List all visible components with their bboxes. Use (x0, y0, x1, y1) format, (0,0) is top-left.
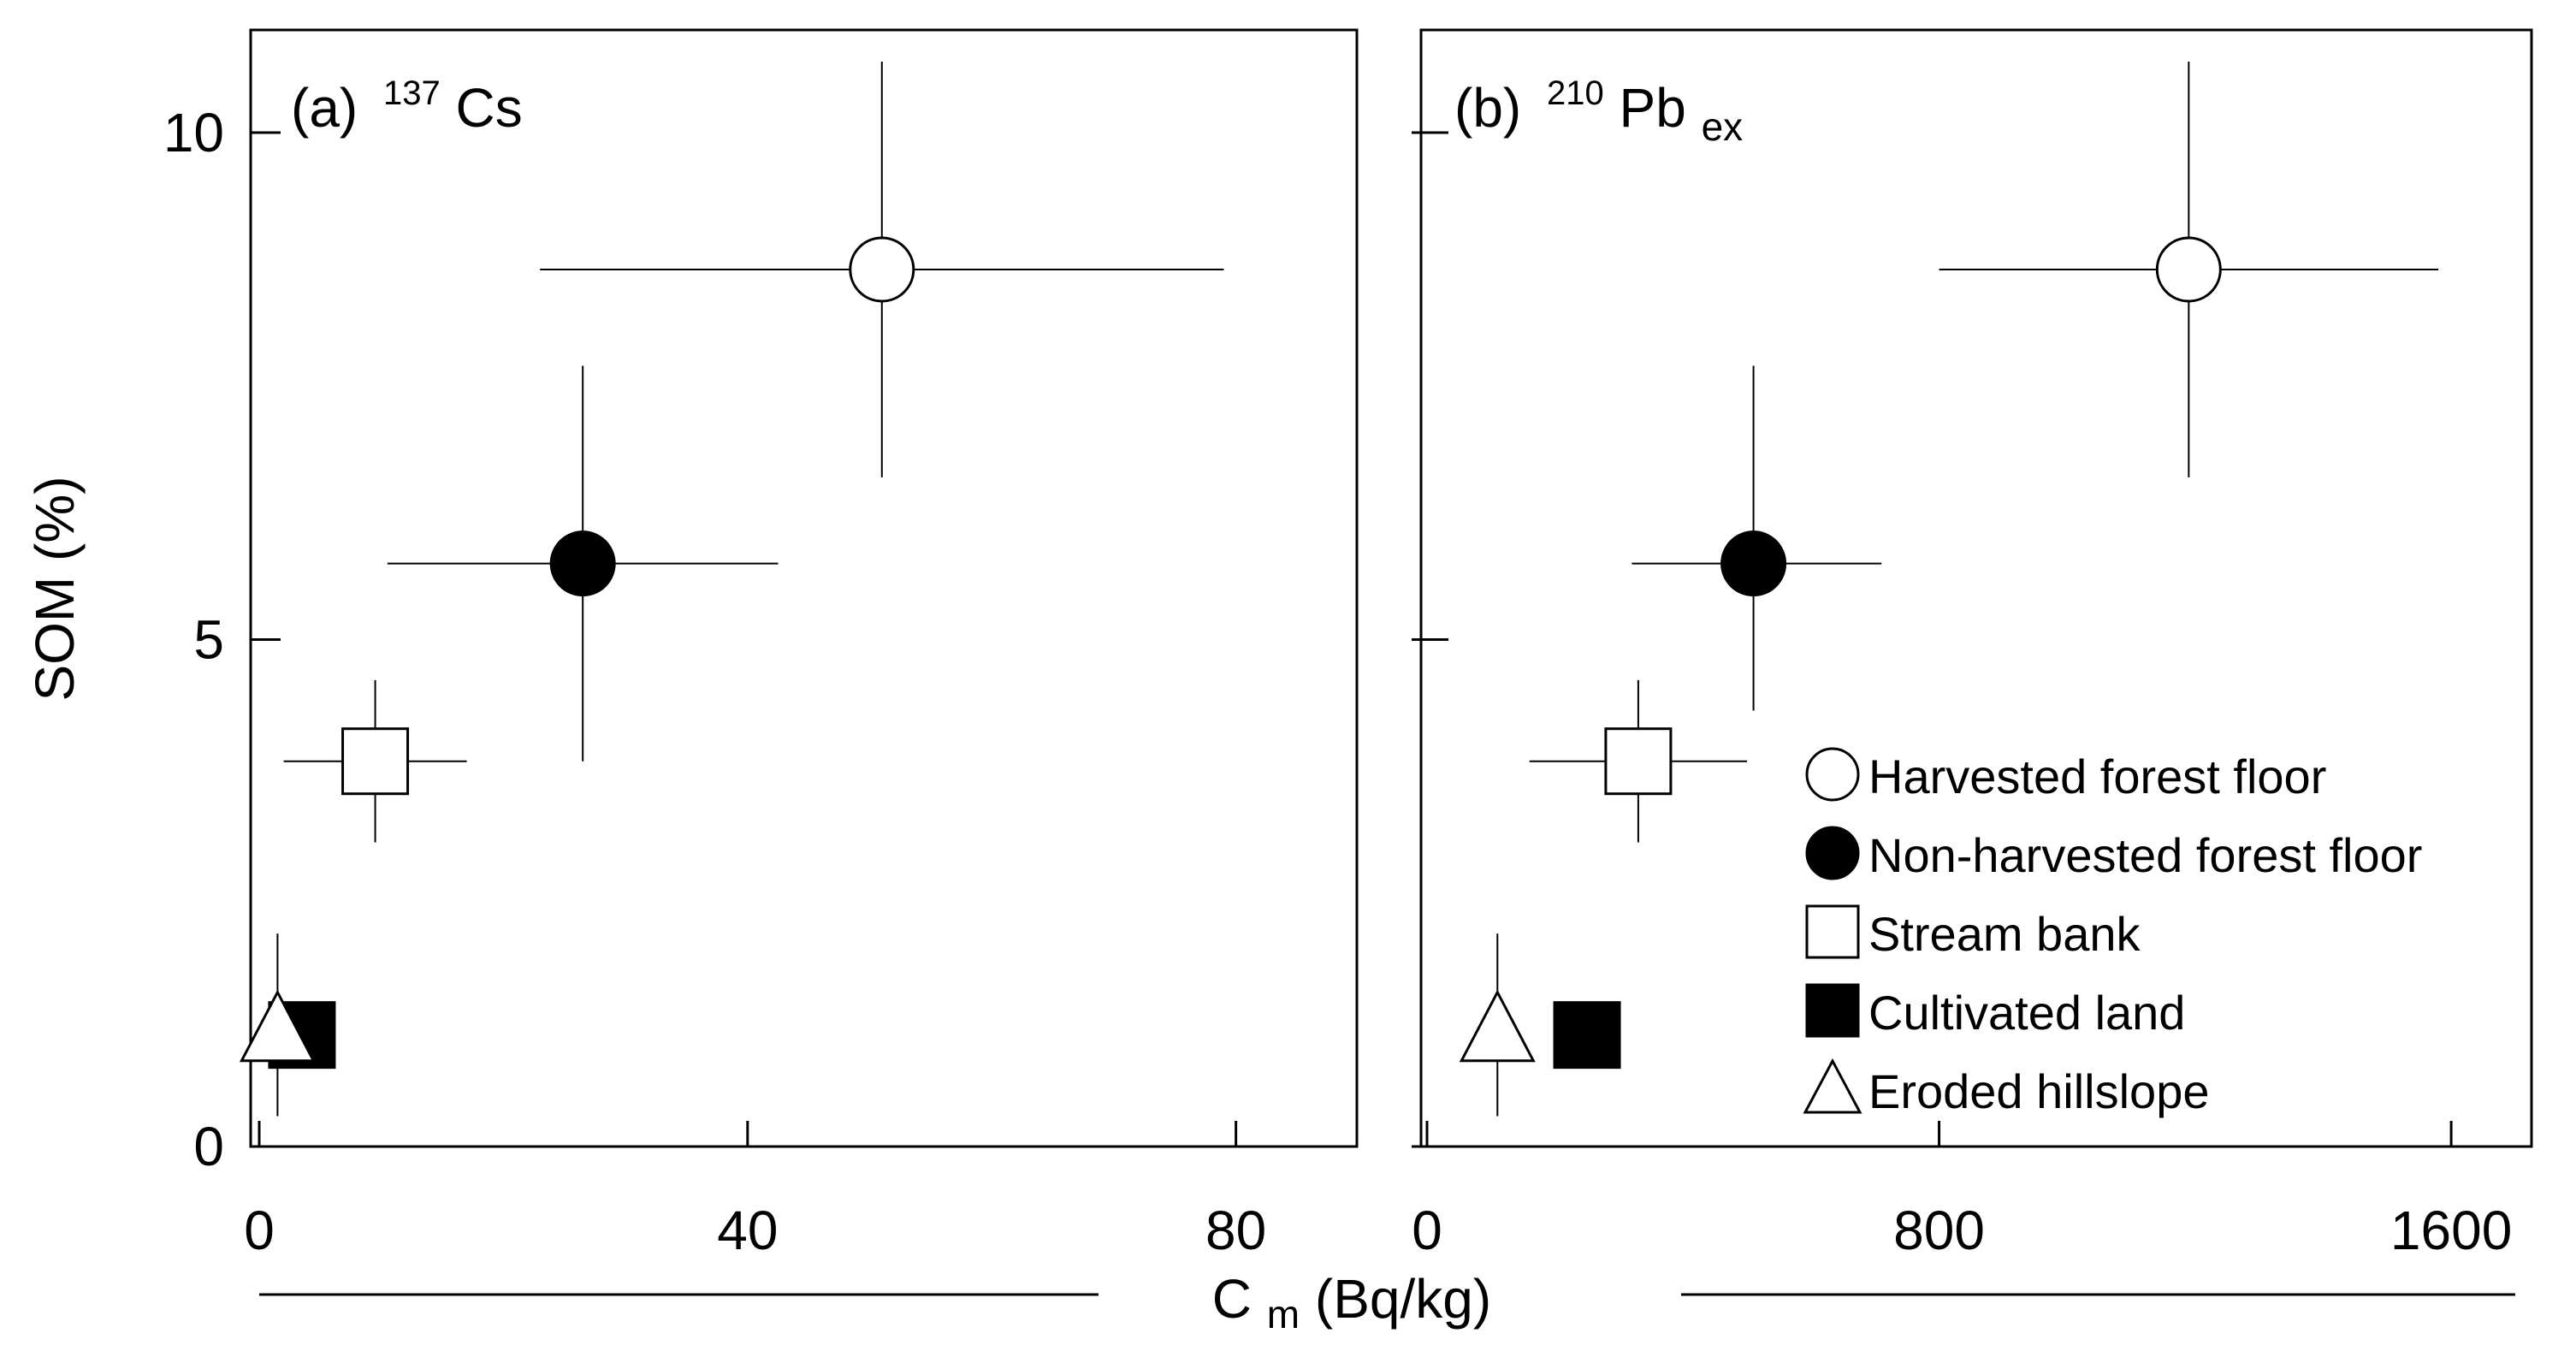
panel-b-frame (1419, 28, 2533, 1148)
data-point-triangle-open (239, 989, 316, 1063)
x-axis-label-symbol: C (1212, 1268, 1252, 1330)
panel-a-ticks: 0 40 80 0 5 10 (163, 102, 1266, 1261)
legend-marker-circle-filled (1805, 826, 1860, 880)
legend-marker-square-filled (1805, 983, 1860, 1038)
data-point-square-open (341, 727, 410, 796)
panel-b-ticks: 0 800 1600 (1412, 131, 2512, 1261)
legend: Harvested forest floor Non-harvested fore… (1803, 747, 2422, 1118)
panel-b-title: (b) 210 Pb ex (1454, 55, 1743, 149)
panel-a-markers (239, 236, 915, 1070)
panel-b-markers (1459, 236, 2222, 1070)
panel-a-frame (249, 28, 1359, 1148)
x-axis-label-subscript: m (1267, 1292, 1300, 1336)
x-tick-label: 40 (717, 1200, 778, 1261)
x-axis-label-unit: (Bq/kg) (1315, 1268, 1491, 1330)
y-axis-label: SOM (%) (24, 476, 86, 701)
x-axis-label: C m (Bq/kg) (1212, 1268, 1491, 1340)
x-tick-label: 80 (1205, 1200, 1266, 1261)
x-tick-label: 0 (1412, 1200, 1442, 1261)
panel-b-isotope-symbol: Pb (1620, 77, 1686, 139)
panel-a-isotope-symbol: Cs (456, 77, 523, 139)
panel-b-isotope-mass: 210 (1547, 74, 1604, 112)
y-tick-label: 0 (193, 1116, 224, 1177)
panel-b: 0 800 1600 (b) 210 Pb ex Harvested forest … (1412, 28, 2533, 1261)
y-tick-label: 5 (193, 609, 224, 671)
y-tick-label: 10 (163, 102, 224, 163)
data-point-circle-open (2155, 236, 2222, 303)
legend-label: Eroded hillslope (1868, 1064, 2209, 1118)
data-point-square-filled (1553, 1001, 1621, 1070)
data-point-triangle-open (1459, 989, 1536, 1063)
data-point-square-open (1604, 727, 1673, 796)
panel-a-title: (a) 137 Cs (291, 55, 523, 139)
x-tick-label: 0 (244, 1200, 275, 1261)
x-tick-label: 1600 (2390, 1200, 2512, 1261)
data-point-circle-filled (1720, 530, 1787, 597)
panel-b-label: (b) (1454, 77, 1521, 139)
legend-label: Cultivated land (1868, 986, 2185, 1040)
legend-label: Harvested forest floor (1868, 750, 2326, 803)
legend-label: Stream bank (1868, 907, 2141, 961)
legend-label: Non-harvested forest floor (1868, 828, 2422, 882)
panel-a-error-bars (276, 62, 1224, 1117)
x-tick-label: 800 (1893, 1200, 1985, 1261)
legend-marker-triangle-open (1803, 1058, 1862, 1114)
panel-a-label: (a) (291, 77, 358, 139)
data-point-circle-open (849, 236, 915, 303)
panel-a: 0 40 80 0 5 10 (a) 137 Cs (163, 28, 1359, 1261)
legend-marker-circle-open (1805, 747, 1860, 802)
panel-b-isotope-subscript: ex (1702, 104, 1744, 149)
data-point-circle-filled (549, 530, 616, 597)
panel-a-isotope-mass: 137 (383, 74, 441, 112)
legend-marker-square-open (1805, 904, 1860, 959)
